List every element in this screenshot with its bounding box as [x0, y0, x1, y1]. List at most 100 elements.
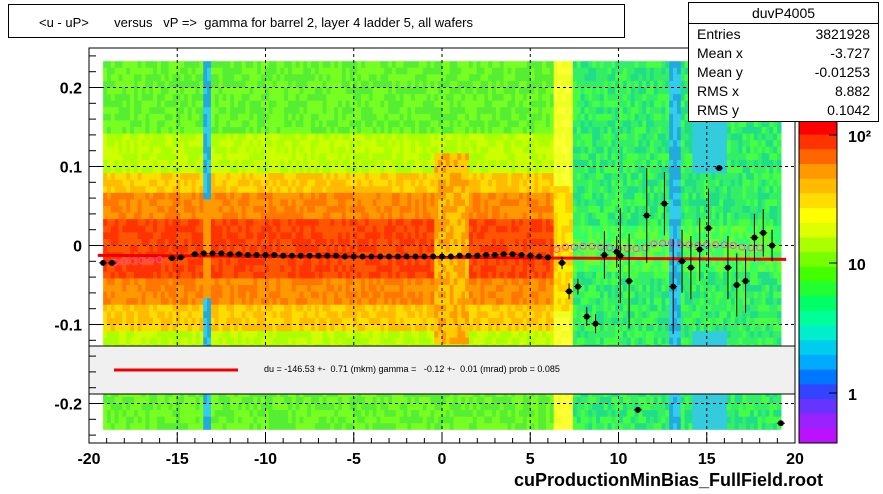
- heatmap-cell: [334, 238, 339, 247]
- heatmap-cell: [276, 238, 281, 247]
- heatmap-cell: [137, 186, 143, 194]
- heatmap-cell: [103, 317, 108, 326]
- heatmap-cell: [380, 127, 385, 135]
- heatmap-cell: [391, 291, 397, 299]
- heatmap-cell: [403, 265, 408, 273]
- heatmap-cell: [183, 127, 189, 135]
- heatmap-cell: [361, 271, 366, 280]
- heatmap-cell: [403, 324, 408, 332]
- heatmap-cell: [130, 416, 135, 424]
- heatmap-cell: [141, 396, 147, 405]
- heatmap-cell: [122, 403, 127, 411]
- heatmap-cell: [234, 304, 239, 312]
- heatmap-cell: [364, 403, 370, 411]
- heatmap-cell: [376, 212, 381, 220]
- heatmap-cell: [287, 80, 293, 89]
- heatmap-cell: [118, 67, 123, 75]
- heatmap-cell: [203, 179, 208, 187]
- heatmap-cell: [141, 192, 147, 201]
- heatmap-cell: [145, 258, 150, 266]
- heatmap-cell: [326, 67, 331, 75]
- heatmap-cell: [264, 317, 270, 326]
- heatmap-cell: [141, 245, 147, 253]
- heatmap-cell: [376, 232, 381, 240]
- heatmap-cell: [261, 179, 266, 187]
- heatmap-cell: [264, 403, 270, 411]
- heatmap-cell: [284, 87, 289, 95]
- heatmap-cell: [114, 206, 120, 214]
- heatmap-cell: [191, 80, 197, 89]
- heatmap-cell: [349, 317, 355, 326]
- heatmap-cell: [380, 396, 385, 405]
- heatmap-cell: [376, 416, 381, 424]
- heatmap-cell: [376, 403, 381, 411]
- heatmap-cell: [230, 436, 235, 444]
- heatmap-cell: [391, 159, 397, 168]
- heatmap-cell: [160, 107, 166, 115]
- heatmap-cell: [345, 206, 351, 214]
- heatmap-cell: [303, 186, 308, 194]
- heatmap-cell: [372, 219, 378, 227]
- heatmap-cell: [199, 232, 204, 240]
- heatmap-cell: [187, 298, 193, 306]
- heatmap-cell: [249, 61, 254, 69]
- heatmap-cell: [311, 278, 316, 286]
- heatmap-cell: [249, 410, 254, 418]
- heatmap-cell: [241, 298, 247, 306]
- heatmap-cell: [106, 113, 112, 122]
- heatmap-cell: [110, 298, 116, 306]
- heatmap-cell: [253, 74, 258, 82]
- heatmap-column: [353, 48, 358, 444]
- heatmap-cell: [199, 317, 204, 326]
- heatmap-cell: [272, 173, 278, 181]
- heatmap-cell: [411, 80, 416, 89]
- heatmap-cell: [195, 67, 200, 75]
- heatmap-cell: [226, 107, 231, 115]
- heatmap-cell: [191, 298, 197, 306]
- heatmap-cell: [218, 80, 224, 89]
- heatmap-cell: [380, 304, 385, 312]
- heatmap-cell: [203, 199, 208, 207]
- heatmap-cell: [338, 192, 343, 201]
- heatmap-cell: [222, 298, 227, 306]
- heatmap-cell: [153, 225, 158, 233]
- heatmap-cell: [118, 140, 123, 148]
- heatmap-cell: [230, 291, 235, 299]
- heatmap-cell: [384, 74, 389, 82]
- heatmap-cell: [357, 94, 362, 102]
- heatmap-cell: [407, 212, 412, 220]
- heatmap-cell: [415, 396, 420, 405]
- heatmap-cell: [299, 317, 304, 326]
- heatmap-cell: [168, 278, 174, 286]
- heatmap-cell: [368, 403, 374, 411]
- heatmap-cell: [137, 192, 143, 201]
- heatmap-cell: [222, 410, 227, 418]
- heatmap-cell: [284, 219, 289, 227]
- heatmap-cell: [110, 245, 116, 253]
- heatmap-cell: [257, 87, 262, 95]
- heatmap-cell: [311, 232, 316, 240]
- heatmap-cell: [341, 416, 347, 424]
- heatmap-cell: [214, 192, 220, 201]
- heatmap-cell: [341, 245, 347, 253]
- heatmap-cell: [364, 232, 370, 240]
- heatmap-cell: [249, 146, 254, 154]
- heatmap-cell: [153, 423, 158, 431]
- heatmap-cell: [280, 416, 285, 424]
- heatmap-cell: [203, 80, 208, 89]
- heatmap-cell: [230, 173, 235, 181]
- heatmap-cell: [291, 403, 297, 411]
- heatmap-cell: [195, 87, 200, 95]
- heatmap-cell: [345, 153, 351, 161]
- heatmap-cell: [284, 146, 289, 154]
- heatmap-cell: [395, 258, 401, 266]
- heatmap-cell: [130, 265, 135, 273]
- heatmap-cell: [149, 113, 154, 122]
- heatmap-cell: [303, 258, 308, 266]
- heatmap-cell: [276, 127, 281, 135]
- heatmap-cell: [191, 265, 197, 273]
- heatmap-cell: [122, 416, 127, 424]
- heatmap-cell: [372, 133, 378, 141]
- heatmap-cell: [334, 206, 339, 214]
- heatmap-cell: [280, 212, 285, 220]
